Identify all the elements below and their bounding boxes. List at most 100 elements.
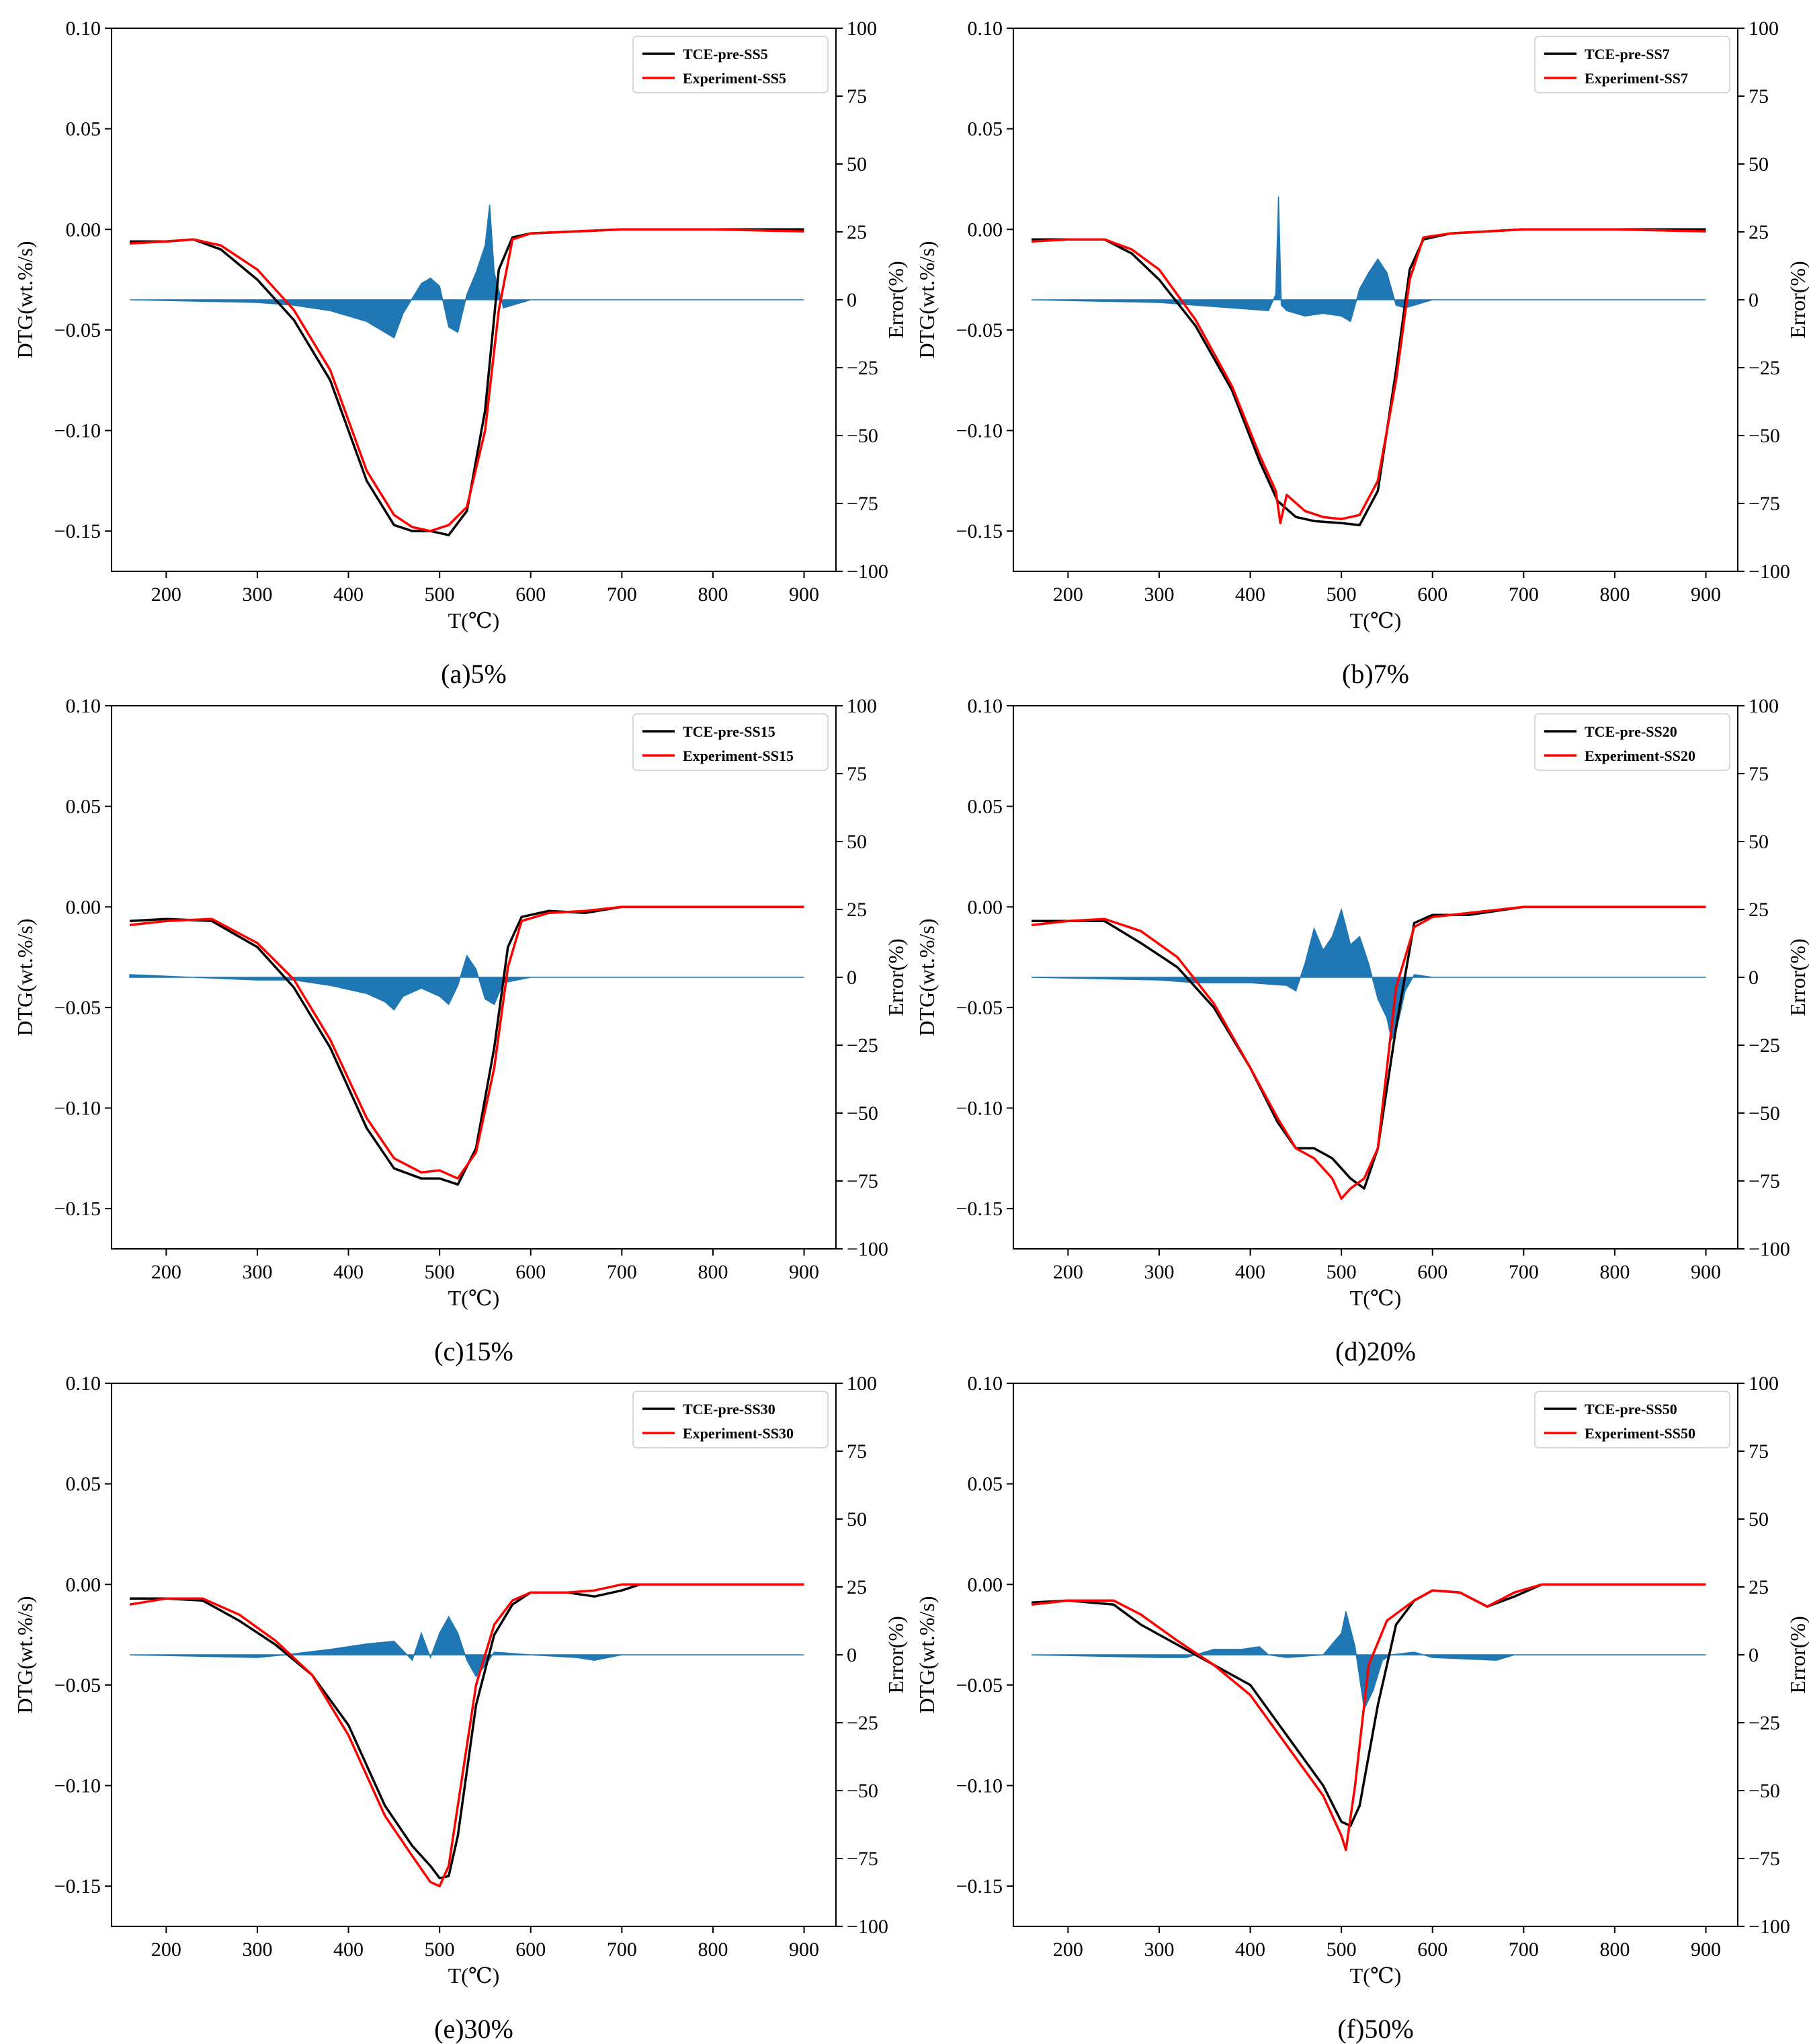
panel-caption: (a)5%: [441, 659, 507, 689]
y2-tick-label: 100: [1749, 17, 1779, 40]
y-tick-label: −0.10: [956, 1775, 1003, 1797]
y2-tick-label: 100: [847, 695, 877, 717]
x-tick-label: 300: [1144, 1938, 1174, 1961]
x-tick-label: 200: [151, 1938, 181, 1961]
panel-caption: (c)15%: [434, 1336, 513, 1366]
y-tick-label: −0.10: [956, 420, 1003, 442]
x-tick-label: 900: [789, 1938, 819, 1961]
y-tick-label: −0.05: [956, 1674, 1003, 1696]
y2-tick-label: 100: [1749, 1373, 1779, 1395]
x-tick-label: 400: [333, 1938, 364, 1961]
y-axis-label: DTG(wt.%/s): [13, 241, 37, 358]
x-tick-label: 200: [151, 1261, 181, 1283]
y-tick-label: −0.05: [54, 319, 101, 341]
y2-tick-label: 25: [1749, 221, 1769, 243]
x-tick-label: 500: [1327, 1261, 1357, 1283]
y2-tick-label: 50: [847, 1508, 867, 1530]
y2-tick-label: 75: [847, 763, 867, 785]
y2-axis-label: Error(%): [1785, 261, 1809, 338]
x-tick-label: 400: [1235, 583, 1265, 606]
x-tick-label: 900: [1691, 1261, 1721, 1283]
y2-tick-label: 100: [1749, 695, 1779, 717]
x-tick-label: 600: [515, 1938, 546, 1961]
y-tick-label: 0.05: [968, 1473, 1003, 1496]
x-tick-label: 800: [698, 1261, 728, 1283]
y-tick-label: −0.10: [54, 1775, 101, 1797]
y2-tick-label: 25: [847, 221, 867, 243]
prediction-line: [130, 905, 804, 1186]
y2-tick-label: −25: [1749, 357, 1780, 379]
x-tick-label: 900: [1691, 583, 1721, 606]
legend-label-experiment: Experiment-SS15: [683, 747, 794, 764]
legend-label-prediction: TCE-pre-SS5: [683, 46, 768, 63]
x-axis-label: T(℃): [448, 1286, 500, 1310]
x-tick-label: 200: [151, 583, 181, 606]
panel-4: 200 300 400 500 600 700 800 900−0.15−0.10−0.050…: [915, 695, 1809, 1366]
legend-box: [632, 713, 829, 771]
experiment-line: [1031, 1583, 1706, 1852]
y2-axis-label: Error(%): [884, 938, 908, 1016]
panel-caption: (d)20%: [1335, 1336, 1416, 1366]
y2-axis-label: Error(%): [1785, 1616, 1809, 1693]
error-area: [1032, 1611, 1706, 1711]
y-tick-label: −0.15: [956, 1198, 1003, 1220]
y-tick-label: 0.00: [66, 896, 101, 918]
y2-tick-label: 75: [847, 1440, 867, 1463]
legend-label-experiment: Experiment-SS20: [1585, 747, 1695, 764]
y2-tick-label: −25: [847, 1712, 878, 1734]
x-tick-label: 800: [698, 1938, 728, 1961]
y-tick-label: −0.15: [956, 520, 1003, 542]
x-tick-label: 300: [242, 1261, 272, 1283]
x-tick-label: 500: [1327, 1938, 1357, 1961]
y-tick-label: 0.05: [968, 796, 1003, 818]
legend-label-prediction: TCE-pre-SS50: [1585, 1401, 1677, 1418]
x-axis-label: T(℃): [1350, 1963, 1402, 1988]
x-axis-label: T(℃): [448, 608, 500, 632]
x-tick-label: 200: [1053, 1938, 1083, 1961]
x-axis-label: T(℃): [448, 1963, 500, 1988]
x-tick-label: 600: [1417, 1938, 1447, 1961]
x-tick-label: 600: [1417, 583, 1447, 606]
y2-tick-label: −75: [847, 1848, 878, 1870]
y-tick-label: 0.10: [968, 695, 1003, 717]
x-tick-label: 300: [1144, 1261, 1174, 1283]
y-axis-label: DTG(wt.%/s): [13, 1596, 37, 1713]
panel-caption: (e)30%: [434, 2014, 513, 2044]
x-tick-label: 300: [242, 583, 272, 606]
prediction-line: [130, 228, 804, 536]
experiment-line: [129, 905, 804, 1180]
legend-label-prediction: TCE-pre-SS7: [1585, 46, 1670, 63]
y-tick-label: 0.00: [66, 218, 101, 241]
x-tick-label: 500: [425, 1938, 455, 1961]
y-tick-label: 0.10: [66, 17, 101, 40]
y2-tick-label: 100: [847, 17, 877, 40]
y-axis-label: DTG(wt.%/s): [13, 918, 37, 1036]
y2-tick-label: −50: [847, 1780, 878, 1802]
y-tick-label: −0.15: [54, 1875, 101, 1897]
panel-caption: (b)7%: [1342, 659, 1409, 689]
legend-label-prediction: TCE-pre-SS30: [683, 1401, 775, 1418]
y2-tick-label: −100: [847, 1916, 888, 1938]
x-tick-label: 900: [789, 1261, 819, 1283]
experiment-line: [130, 228, 804, 532]
legend-label-prediction: TCE-pre-SS20: [1585, 723, 1677, 740]
y-tick-label: 0.05: [968, 118, 1003, 140]
experiment-line: [1031, 905, 1706, 1200]
y2-tick-label: −100: [1749, 1238, 1790, 1260]
y2-tick-label: 50: [847, 831, 867, 853]
y2-axis-label: Error(%): [884, 1616, 908, 1693]
legend-box: [1534, 1391, 1730, 1448]
y2-tick-label: −50: [1749, 1780, 1780, 1802]
legend-label-prediction: TCE-pre-SS15: [683, 723, 775, 740]
y2-tick-label: −100: [1749, 561, 1790, 583]
x-tick-label: 700: [607, 1261, 637, 1283]
x-tick-label: 900: [1691, 1938, 1721, 1961]
y2-tick-label: −75: [847, 1170, 878, 1192]
panel-3: 200 300 400 500 600 700 800 900−0.15−0.10−0.050…: [13, 695, 908, 1366]
y-tick-label: 0.05: [66, 796, 101, 818]
x-tick-label: 200: [1053, 583, 1083, 606]
legend-label-experiment: Experiment-SS50: [1585, 1425, 1695, 1442]
x-tick-label: 600: [1417, 1261, 1447, 1283]
y-tick-label: −0.05: [956, 997, 1003, 1019]
x-tick-label: 500: [425, 583, 455, 606]
